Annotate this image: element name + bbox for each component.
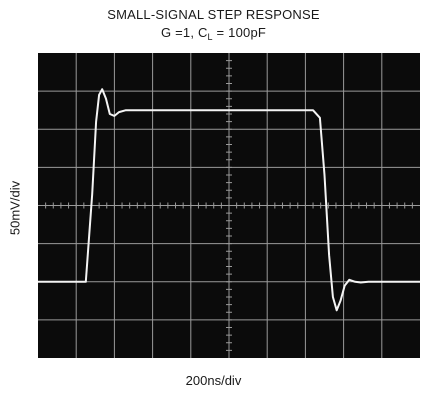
chart-title: SMALL-SIGNAL STEP RESPONSE bbox=[107, 7, 320, 22]
subtitle-subscript: L bbox=[207, 32, 213, 42]
graticule-center-ticks bbox=[45, 60, 413, 351]
subtitle-prefix: G =1, C bbox=[160, 25, 208, 40]
y-axis-label: 50mV/div bbox=[7, 180, 23, 236]
step-response-trace bbox=[38, 88, 420, 312]
x-axis-label: 200ns/div bbox=[185, 373, 242, 388]
chart-subtitle: G =1, CL = 100pF bbox=[0, 25, 427, 42]
subtitle-suffix: = 100pF bbox=[212, 25, 267, 40]
oscilloscope-screen bbox=[38, 53, 420, 358]
